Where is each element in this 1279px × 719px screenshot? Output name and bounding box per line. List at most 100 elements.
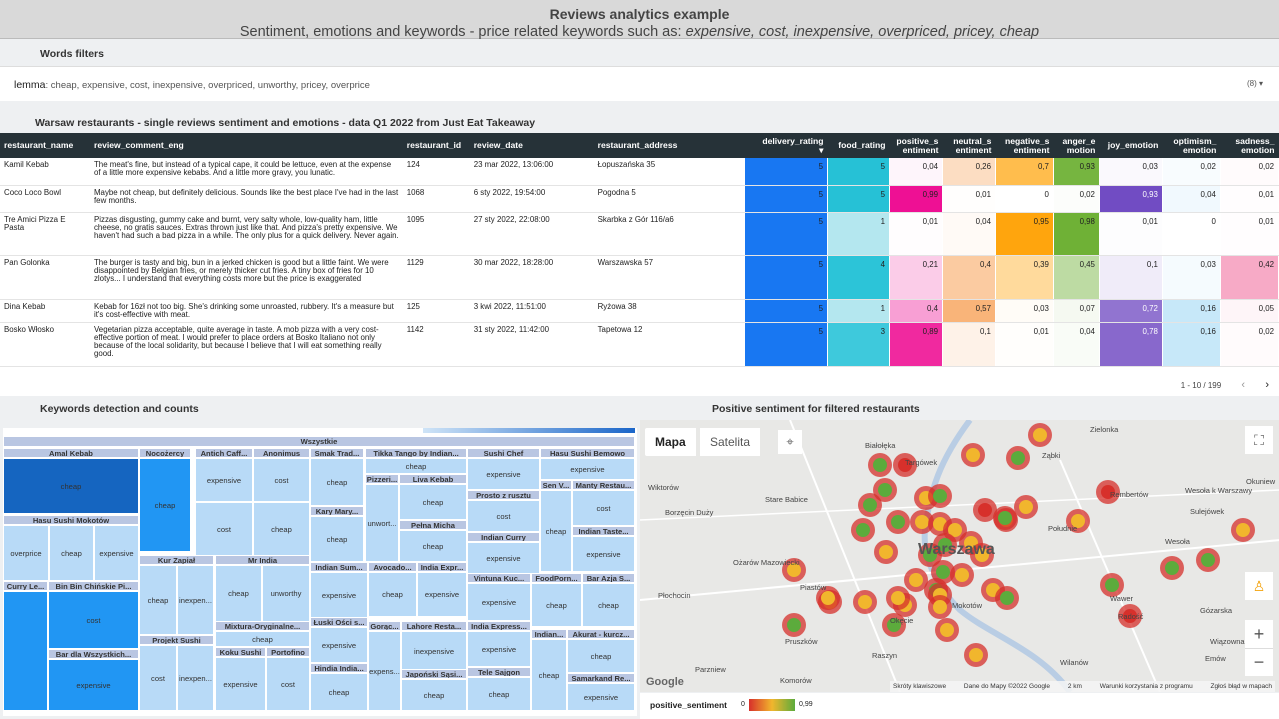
treemap-cell[interactable]: cost — [467, 500, 540, 532]
treemap-group-header[interactable]: Smak Trad... — [310, 448, 364, 458]
treemap-cell[interactable]: cheap — [215, 631, 310, 647]
treemap-group-header[interactable]: Curry Le... — [3, 581, 48, 591]
treemap-group-header[interactable]: Hasu Sushi Mokotów — [3, 515, 139, 525]
treemap-group-header[interactable]: Bar Azja S... — [582, 573, 635, 583]
treemap-cell[interactable]: expensive — [310, 627, 368, 663]
zoom-in-button[interactable]: + — [1245, 620, 1273, 648]
filter-dropdown-icon[interactable]: (8) ▾ — [1246, 79, 1263, 88]
treemap-group-header[interactable]: Indian Curry — [467, 532, 540, 542]
treemap-group-header[interactable]: Mixtura-Oryginalne... — [215, 621, 310, 631]
treemap-group-header[interactable]: Łuski Ości s... — [310, 617, 368, 627]
treemap-group-header[interactable]: Liva Kebab — [399, 474, 467, 484]
treemap-cell[interactable]: cheap — [467, 677, 531, 711]
treemap-cell[interactable]: expensive — [94, 525, 139, 581]
col-sadness-emotion[interactable]: sadness_ emotion — [1220, 133, 1279, 158]
treemap-group-header[interactable]: Kur Zapiał — [139, 555, 214, 565]
fullscreen-icon[interactable]: ⛶ — [1245, 426, 1273, 454]
treemap-group-header[interactable]: Mr India — [215, 555, 310, 565]
treemap-cell[interactable]: cost — [195, 502, 253, 556]
col-optimism-emotion[interactable]: optimism_ emotion — [1162, 133, 1221, 158]
treemap-cell[interactable]: cheap — [365, 458, 467, 474]
treemap-cell[interactable]: expensive — [467, 631, 531, 667]
treemap-group-header[interactable]: Portofino — [266, 647, 310, 657]
treemap-group-header[interactable]: Vintuna Kuc... — [467, 573, 531, 583]
treemap-cell[interactable]: expensive — [48, 659, 139, 711]
map-footer-link[interactable]: Warunki korzystania z programu — [1099, 683, 1193, 690]
treemap-cell[interactable]: cost — [253, 458, 310, 502]
treemap-group-header[interactable]: Projekt Sushi — [139, 635, 214, 645]
col-restaurant-name[interactable]: restaurant_name — [0, 133, 90, 158]
treemap-cell[interactable]: cheap — [399, 484, 467, 520]
treemap-group-header[interactable]: Kary Mary... — [310, 506, 364, 516]
treemap-cell[interactable]: cheap — [582, 583, 635, 627]
lemma-filter[interactable]: lemma: cheap, expensive, cost, inexpensi… — [0, 66, 1279, 101]
treemap-cell[interactable]: expensive — [467, 583, 531, 621]
treemap-cell[interactable]: expensive — [195, 458, 253, 502]
treemap-group-header[interactable]: Hasu Sushi Bemowo — [540, 448, 635, 458]
treemap-group-header[interactable]: FoodPorn... — [531, 573, 582, 583]
tab-satellite[interactable]: Satelita — [700, 428, 761, 456]
col-restaurant-address[interactable]: restaurant_address — [593, 133, 745, 158]
col-neutral-sentiment[interactable]: neutral_s entiment — [942, 133, 996, 158]
tab-map[interactable]: Mapa — [645, 428, 696, 456]
map-footer-link[interactable]: 2 km — [1067, 683, 1082, 690]
treemap-group-header[interactable]: Anonimus — [253, 448, 310, 458]
treemap-cell[interactable]: cheap — [401, 679, 467, 711]
treemap-group-header[interactable]: Samarkand Re... — [567, 673, 635, 683]
treemap-cell[interactable]: inexpen... — [177, 645, 214, 711]
map-footer-link[interactable]: Skróty klawiszowe — [893, 683, 947, 690]
treemap-cell[interactable]: unwort... — [365, 484, 399, 562]
treemap-group-header[interactable]: Pizzeri... — [365, 474, 399, 484]
table-row[interactable]: Bosko Włosko Vegetarian pizza acceptable,… — [0, 322, 1279, 367]
treemap-cell[interactable]: cheap — [531, 639, 567, 711]
treemap-cell[interactable]: cheap — [139, 565, 177, 635]
treemap-cell[interactable]: inexpen... — [177, 565, 214, 635]
treemap-group-header[interactable]: Tikka Tango by Indian... — [365, 448, 467, 458]
treemap-cell[interactable]: cheap — [540, 490, 572, 572]
treemap-cell[interactable]: cheap — [3, 458, 139, 514]
treemap-group-header[interactable]: Bin Bin Chińskie Pi... — [48, 581, 139, 591]
treemap-cell[interactable]: expensive — [215, 657, 266, 711]
treemap-group-header[interactable]: Nocożercy — [139, 448, 191, 458]
treemap-group-header[interactable]: Koku Sushi — [215, 647, 266, 657]
treemap-cell[interactable]: cost — [572, 490, 635, 526]
treemap-group-header[interactable]: Lahore Resta... — [401, 621, 467, 631]
treemap-cell[interactable]: cheap — [310, 516, 364, 562]
treemap-cell[interactable]: cheap — [215, 565, 262, 622]
treemap-group-header[interactable]: Indian Taste... — [572, 526, 635, 536]
table-row[interactable]: Dina Kebab Kebab for 16zł not too big. Sh… — [0, 299, 1279, 323]
col-delivery-rating[interactable]: delivery_rating ▾ — [744, 133, 828, 158]
treemap-cell[interactable]: unworthy — [262, 565, 310, 622]
col-food-rating[interactable]: food_rating — [827, 133, 890, 158]
treemap-cell[interactable]: cheap — [253, 502, 310, 556]
treemap-cell[interactable]: overprice — [3, 525, 49, 581]
treemap-cell[interactable]: inexpensive — [401, 631, 467, 671]
treemap-cell[interactable]: expensive — [467, 542, 540, 574]
treemap-cell[interactable]: cheap — [310, 673, 368, 711]
zoom-out-button[interactable]: − — [1245, 648, 1273, 676]
treemap-cell[interactable]: cost — [48, 591, 139, 649]
table-row[interactable]: Coco Loco Bowl Maybe not cheap, but defin… — [0, 185, 1279, 213]
treemap-group-header[interactable]: Sushi Chef — [467, 448, 540, 458]
pegman-icon[interactable]: ♙ — [1245, 572, 1273, 600]
treemap-cell[interactable]: cheap — [139, 458, 191, 552]
treemap-cell[interactable]: cheap — [49, 525, 94, 581]
map-footer-link[interactable]: Dane do Mapy ©2022 Google — [963, 683, 1051, 690]
treemap-group-header[interactable]: Bar dla Wszystkich... — [48, 649, 139, 659]
col-anger-emotion[interactable]: anger_e motion — [1053, 133, 1100, 158]
map-footer-link[interactable]: Zgłoś błąd w mapach — [1210, 683, 1272, 690]
treemap-group-header[interactable]: Indian Sum... — [310, 562, 368, 572]
table-row[interactable]: Pan Golonka The burger is tasty and big, … — [0, 255, 1279, 300]
treemap-group-header[interactable]: Akurat - kurcz... — [567, 629, 635, 639]
treemap-cell[interactable] — [3, 591, 48, 711]
treemap-group-header[interactable]: Sen V... — [540, 480, 572, 490]
treemap-group-header[interactable]: India Express... — [467, 621, 531, 631]
treemap-cell[interactable]: expensive — [540, 458, 635, 480]
next-page-button[interactable]: › — [1265, 379, 1269, 391]
treemap-group-header[interactable]: Prosto z rusztu — [467, 490, 540, 500]
col-positive-sentiment[interactable]: positive_s entiment — [889, 133, 943, 158]
treemap-group-header[interactable]: Amal Kebab — [3, 448, 139, 458]
treemap-cell[interactable]: cheap — [368, 572, 417, 617]
col-review-comment[interactable]: review_comment_eng — [89, 133, 403, 158]
map-canvas[interactable]: Zielonka Białołęka Targówek Ząbki Wiktorów St… — [640, 420, 1279, 692]
